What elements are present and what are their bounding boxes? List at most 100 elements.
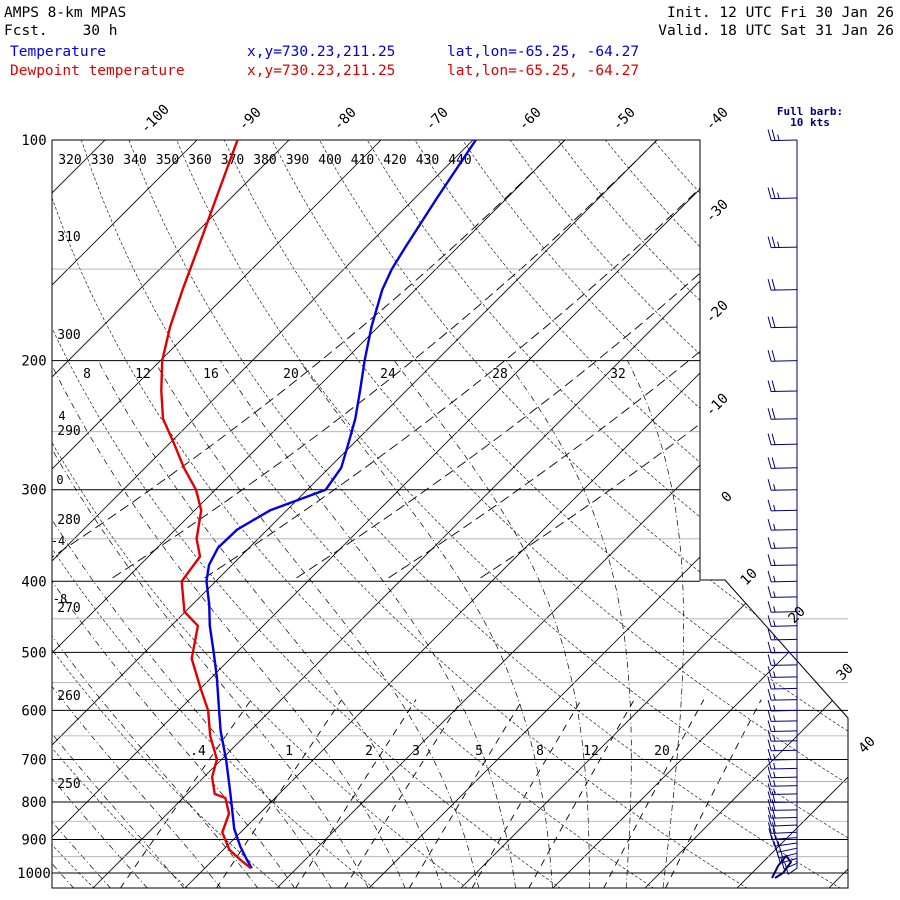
wind-barb [767, 739, 798, 752]
dry-adiabat [700, 140, 848, 888]
isotherm [552, 140, 848, 888]
init-time: Init. 12 UTC Fri 30 Jan 26 [667, 4, 894, 22]
barb-half [773, 484, 776, 491]
isotherm [368, 140, 848, 888]
wind-barb [767, 666, 798, 678]
mixing-ratio-label: 1 [285, 744, 293, 759]
theta-label-top: 390 [286, 153, 309, 168]
barb-full [767, 775, 772, 787]
theta-label-left: 280 [57, 513, 80, 528]
forecast-hour: Fcst. 30 h [4, 22, 118, 40]
barb-full [771, 187, 776, 199]
barb-half [773, 780, 776, 787]
wind-barb [767, 316, 798, 329]
barb-half [773, 715, 776, 722]
isotherm [52, 140, 599, 888]
wind-barb [767, 757, 798, 770]
diagram-frame [51, 139, 849, 889]
barb-full [768, 828, 773, 840]
valid-label: Valid. [658, 23, 711, 39]
barb-full [767, 615, 772, 627]
barb-half [773, 771, 776, 778]
isotherm [52, 140, 691, 888]
theta-label-left: 300 [57, 328, 80, 343]
surface-barb-cluster [771, 854, 793, 879]
wind-barb [767, 586, 798, 598]
barb-half [777, 134, 780, 141]
isotherm [52, 140, 783, 888]
legend-dewpoint-name: Dewpoint temperature [10, 63, 185, 79]
barb-full [771, 814, 776, 827]
dry-adiabat [652, 140, 848, 888]
dry-adiabat [128, 140, 841, 888]
pressure-label: 100 [21, 133, 46, 149]
dry-adiabat [223, 140, 848, 888]
mixing-ratio-label: .4 [190, 744, 206, 759]
barb-full [767, 316, 772, 328]
wind-barb [767, 433, 798, 446]
isotherm-label: -30 [703, 197, 732, 226]
moist-adiabat [52, 360, 369, 888]
barb-full [767, 519, 772, 531]
mixing-ratio-label: 2 [365, 744, 373, 759]
theta-e-label: 24 [380, 367, 396, 382]
wind-barb [767, 350, 798, 362]
init-label: Init. [667, 5, 711, 21]
theta-label-left: 270 [57, 601, 80, 616]
pressure-label: 1000 [17, 866, 51, 882]
left-small-label: 0 [56, 473, 63, 487]
isotherm-label: -40 [703, 105, 732, 134]
barb-full [767, 677, 772, 690]
mixing-ratio-line [603, 699, 705, 888]
wind-barb [767, 570, 798, 583]
wind-barb [767, 236, 798, 249]
barb-full [767, 757, 772, 770]
wind-barb [767, 677, 798, 690]
barb-half [773, 725, 776, 732]
theta-label-left: 250 [57, 777, 80, 792]
moist-adiabat [52, 360, 148, 888]
barb-half [773, 694, 776, 701]
theta-label-top: 340 [123, 153, 146, 168]
barb-full [767, 814, 772, 827]
dry-adiabat [319, 140, 848, 888]
legend-dewpoint-xy: x,y=730.23,211.25 [247, 63, 396, 79]
theta-label-top: 330 [91, 153, 114, 168]
barb-full [771, 279, 776, 291]
theta-label-top: 380 [253, 153, 276, 168]
wind-barb [767, 730, 798, 742]
mixing-ratio-line [343, 699, 463, 888]
barb-full [777, 841, 782, 853]
left-small-label: -4 [51, 534, 65, 548]
isotherm [184, 140, 848, 888]
moist-adiabat [506, 360, 632, 888]
barb-full [767, 408, 772, 420]
barb-half [773, 575, 776, 582]
barb-half [773, 682, 776, 690]
wind-barb [767, 537, 798, 549]
dry-adiabat [0, 140, 1, 889]
mixing-ratio-label: 20 [654, 744, 670, 759]
isotherm-label: -70 [423, 105, 452, 134]
theta-label-top: 400 [318, 153, 341, 168]
wind-barb [767, 775, 798, 787]
isotherm-label: 30 [834, 661, 857, 684]
fcst-label: Fcst. [4, 23, 48, 39]
barb-full [767, 748, 772, 761]
barb-full [767, 350, 772, 362]
isotherm [52, 140, 231, 888]
valid-time: Valid. 18 UTC Sat 31 Jan 26 [658, 22, 894, 40]
dry-adiabat [414, 140, 848, 888]
barb-full [780, 857, 785, 870]
barb-full [771, 433, 776, 445]
barb-full [767, 806, 772, 819]
theta-label-left: 310 [57, 230, 80, 245]
moist-adiabat [394, 360, 590, 888]
moist-adiabat [52, 360, 333, 888]
barb-half [773, 671, 776, 678]
wind-barb-column [767, 129, 798, 879]
barb-full [771, 350, 776, 362]
barb-full [771, 380, 776, 392]
isotherm-label: 0 [719, 489, 736, 506]
legend-dewpoint-latlon: lat,lon=-65.25, -64.27 [447, 63, 640, 79]
